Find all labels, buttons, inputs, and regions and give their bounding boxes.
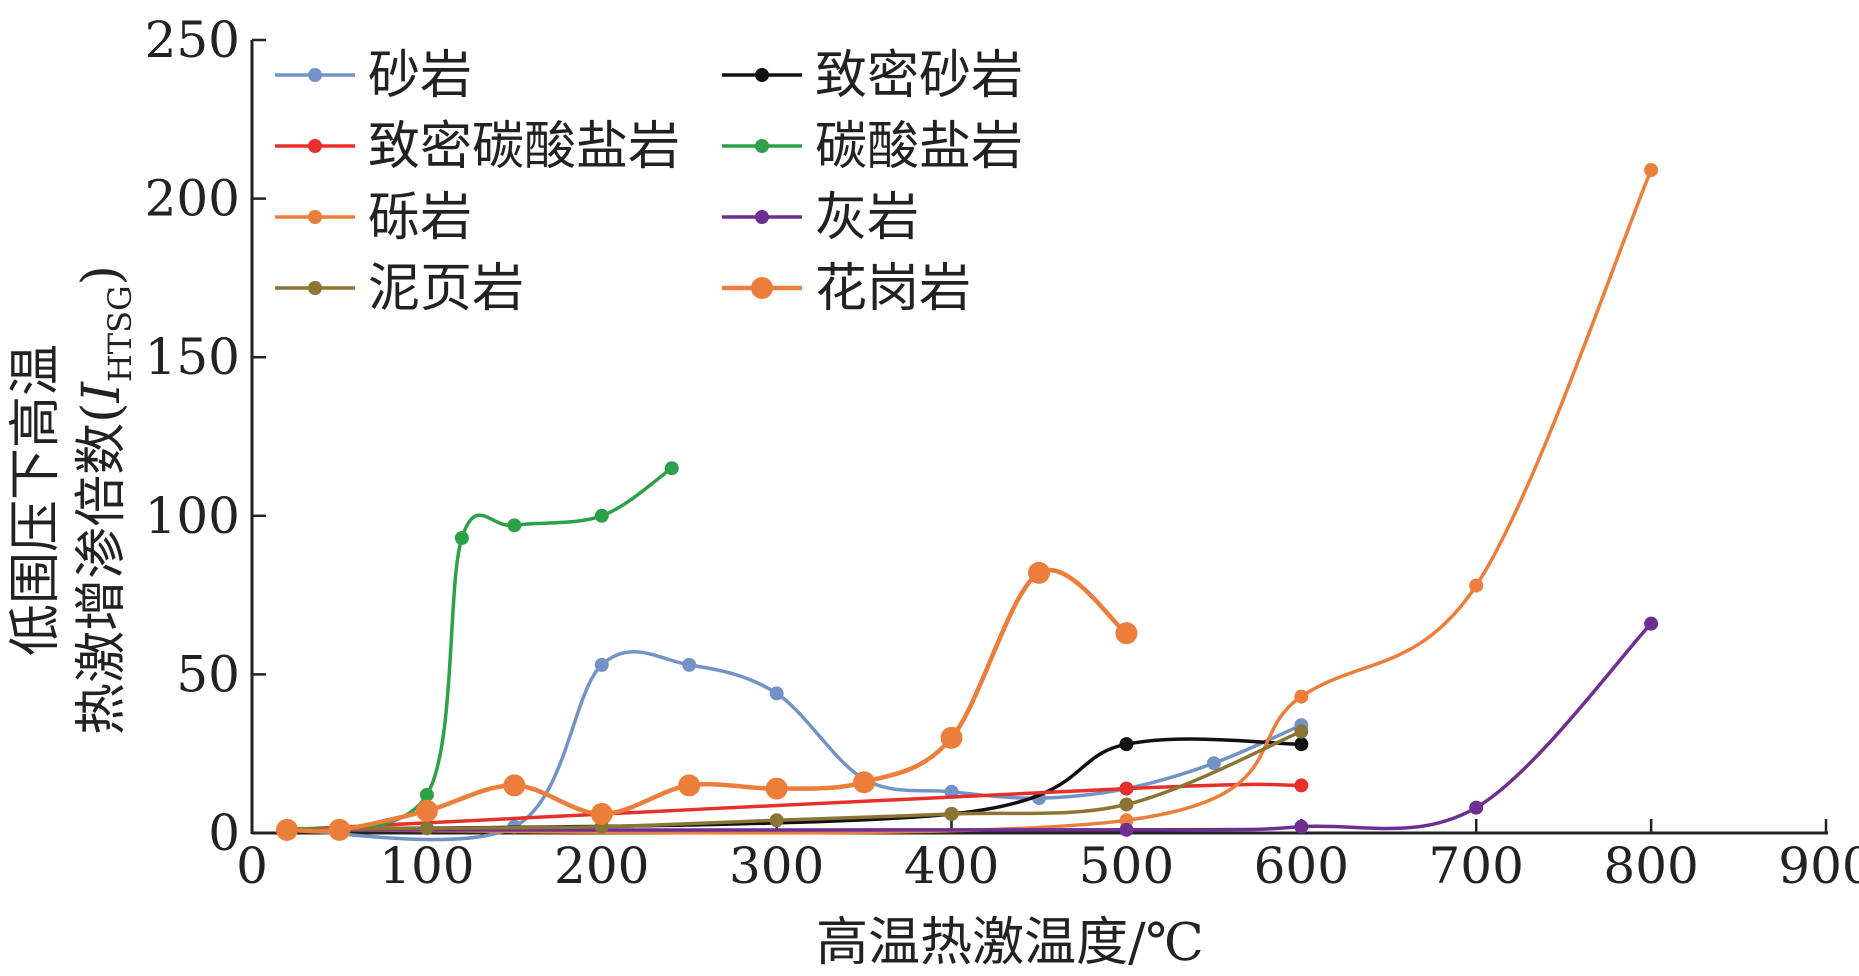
data-point: [769, 813, 784, 828]
data-point: [1469, 578, 1484, 593]
x-tick-label: 200: [554, 837, 649, 895]
x-tick-label: 900: [1778, 837, 1859, 895]
legend-swatch-marker: [755, 139, 769, 153]
x-axis-title: 高温热激温度/℃: [816, 913, 1204, 973]
series-4: [279, 461, 679, 837]
legend-item-7: 泥页岩: [275, 259, 524, 319]
legend-item-2: 致密砂岩: [722, 46, 1023, 106]
legend-label: 致密碳酸盐岩: [368, 117, 680, 177]
x-tick-label: 500: [1079, 837, 1174, 895]
legend-label: 碳酸盐岩: [815, 117, 1023, 177]
data-point: [328, 818, 351, 841]
data-point: [765, 777, 788, 800]
legend-item-6: 灰岩: [722, 188, 919, 248]
data-point: [1294, 724, 1309, 739]
data-point: [1119, 737, 1134, 752]
x-tick-label: 800: [1603, 837, 1698, 895]
legend-label: 砂岩: [368, 46, 472, 106]
data-point: [275, 818, 298, 841]
data-point: [940, 726, 963, 749]
x-tick-label: 600: [1254, 837, 1349, 895]
legend-label: 花岗岩: [815, 259, 971, 319]
legend-swatch-marker: [755, 210, 769, 224]
legend-item-3: 致密碳酸盐岩: [275, 117, 680, 177]
legend-item-5: 砾岩: [275, 188, 472, 248]
series-line-8: [284, 567, 1129, 834]
data-point: [1119, 797, 1134, 812]
legend-item-4: 碳酸盐岩: [722, 117, 1023, 177]
legend-item-1: 砂岩: [275, 46, 472, 106]
y-tick-label: 200: [145, 170, 240, 228]
y-tick-label: 250: [145, 11, 240, 69]
data-point: [1644, 163, 1659, 178]
data-point: [503, 774, 526, 797]
data-point: [1469, 800, 1484, 815]
y-axis-title-prefix: 热激增渗倍数(: [72, 403, 132, 735]
legend-swatch-marker: [308, 139, 322, 153]
series-8: [275, 561, 1138, 841]
y-tick-label: 100: [145, 487, 240, 545]
x-tick-label: 100: [379, 837, 474, 895]
y-axis-title-suffix: ): [72, 265, 132, 285]
data-point: [678, 774, 701, 797]
data-point: [415, 799, 438, 822]
y-tick-label: 150: [145, 328, 240, 386]
x-tick-label: 0: [236, 837, 268, 895]
data-point: [1206, 756, 1221, 771]
data-point: [419, 821, 434, 836]
y-axis-title: 低围压下高温 热激增渗倍数(IHTSG): [6, 265, 139, 735]
y-axis-title-symbol: I: [72, 381, 132, 404]
legend-swatch-marker: [308, 281, 322, 295]
data-point: [944, 806, 959, 821]
legend-swatch-marker: [751, 277, 773, 299]
data-point: [1294, 737, 1309, 752]
data-point: [1294, 778, 1309, 793]
data-point: [594, 657, 609, 672]
legend-label: 致密砂岩: [815, 46, 1023, 106]
legend-swatch-marker: [308, 68, 322, 82]
axes: 0 100 200 300 400 500 600 700 800 900 0 50 100 150 200…: [145, 11, 1859, 895]
data-point: [1294, 689, 1309, 704]
legend-label: 砾岩: [368, 188, 472, 248]
legend-label: 灰岩: [815, 188, 919, 248]
legend-swatch-marker: [755, 68, 769, 82]
series-line-5: [285, 168, 1653, 835]
data-point: [664, 461, 679, 476]
y-tick-label: 0: [208, 804, 240, 862]
y-axis-title-line1: 低围压下高温: [6, 344, 66, 656]
data-point: [507, 518, 522, 533]
series-6: [279, 616, 1659, 837]
data-point: [682, 657, 697, 672]
series-layer: [275, 163, 1659, 842]
data-point: [454, 531, 469, 546]
x-tick-label: 400: [904, 837, 999, 895]
y-tick-label: 50: [176, 645, 240, 703]
data-point: [1294, 819, 1309, 834]
y-axis-title-subscript: HTSG: [101, 285, 139, 382]
series-line-4: [285, 466, 674, 832]
data-point: [1115, 622, 1138, 645]
y-axis-title-line2: 热激增渗倍数(IHTSG): [72, 265, 139, 735]
data-point: [590, 802, 613, 825]
data-point: [1119, 781, 1134, 796]
data-point: [419, 787, 434, 802]
series-line-3: [285, 782, 1304, 832]
legend-swatch-marker: [308, 210, 322, 224]
x-tick-label: 300: [729, 837, 824, 895]
data-point: [853, 771, 876, 794]
series-line-1: [285, 650, 1304, 842]
data-point: [594, 508, 609, 523]
data-point: [769, 686, 784, 701]
series-line-6: [285, 621, 1653, 832]
x-tick-label: 700: [1429, 837, 1524, 895]
legend-label: 泥页岩: [368, 259, 524, 319]
data-point: [1644, 616, 1659, 631]
data-point: [1028, 561, 1050, 584]
legend-item-8: 花岗岩: [722, 259, 971, 319]
data-point: [1119, 822, 1134, 837]
